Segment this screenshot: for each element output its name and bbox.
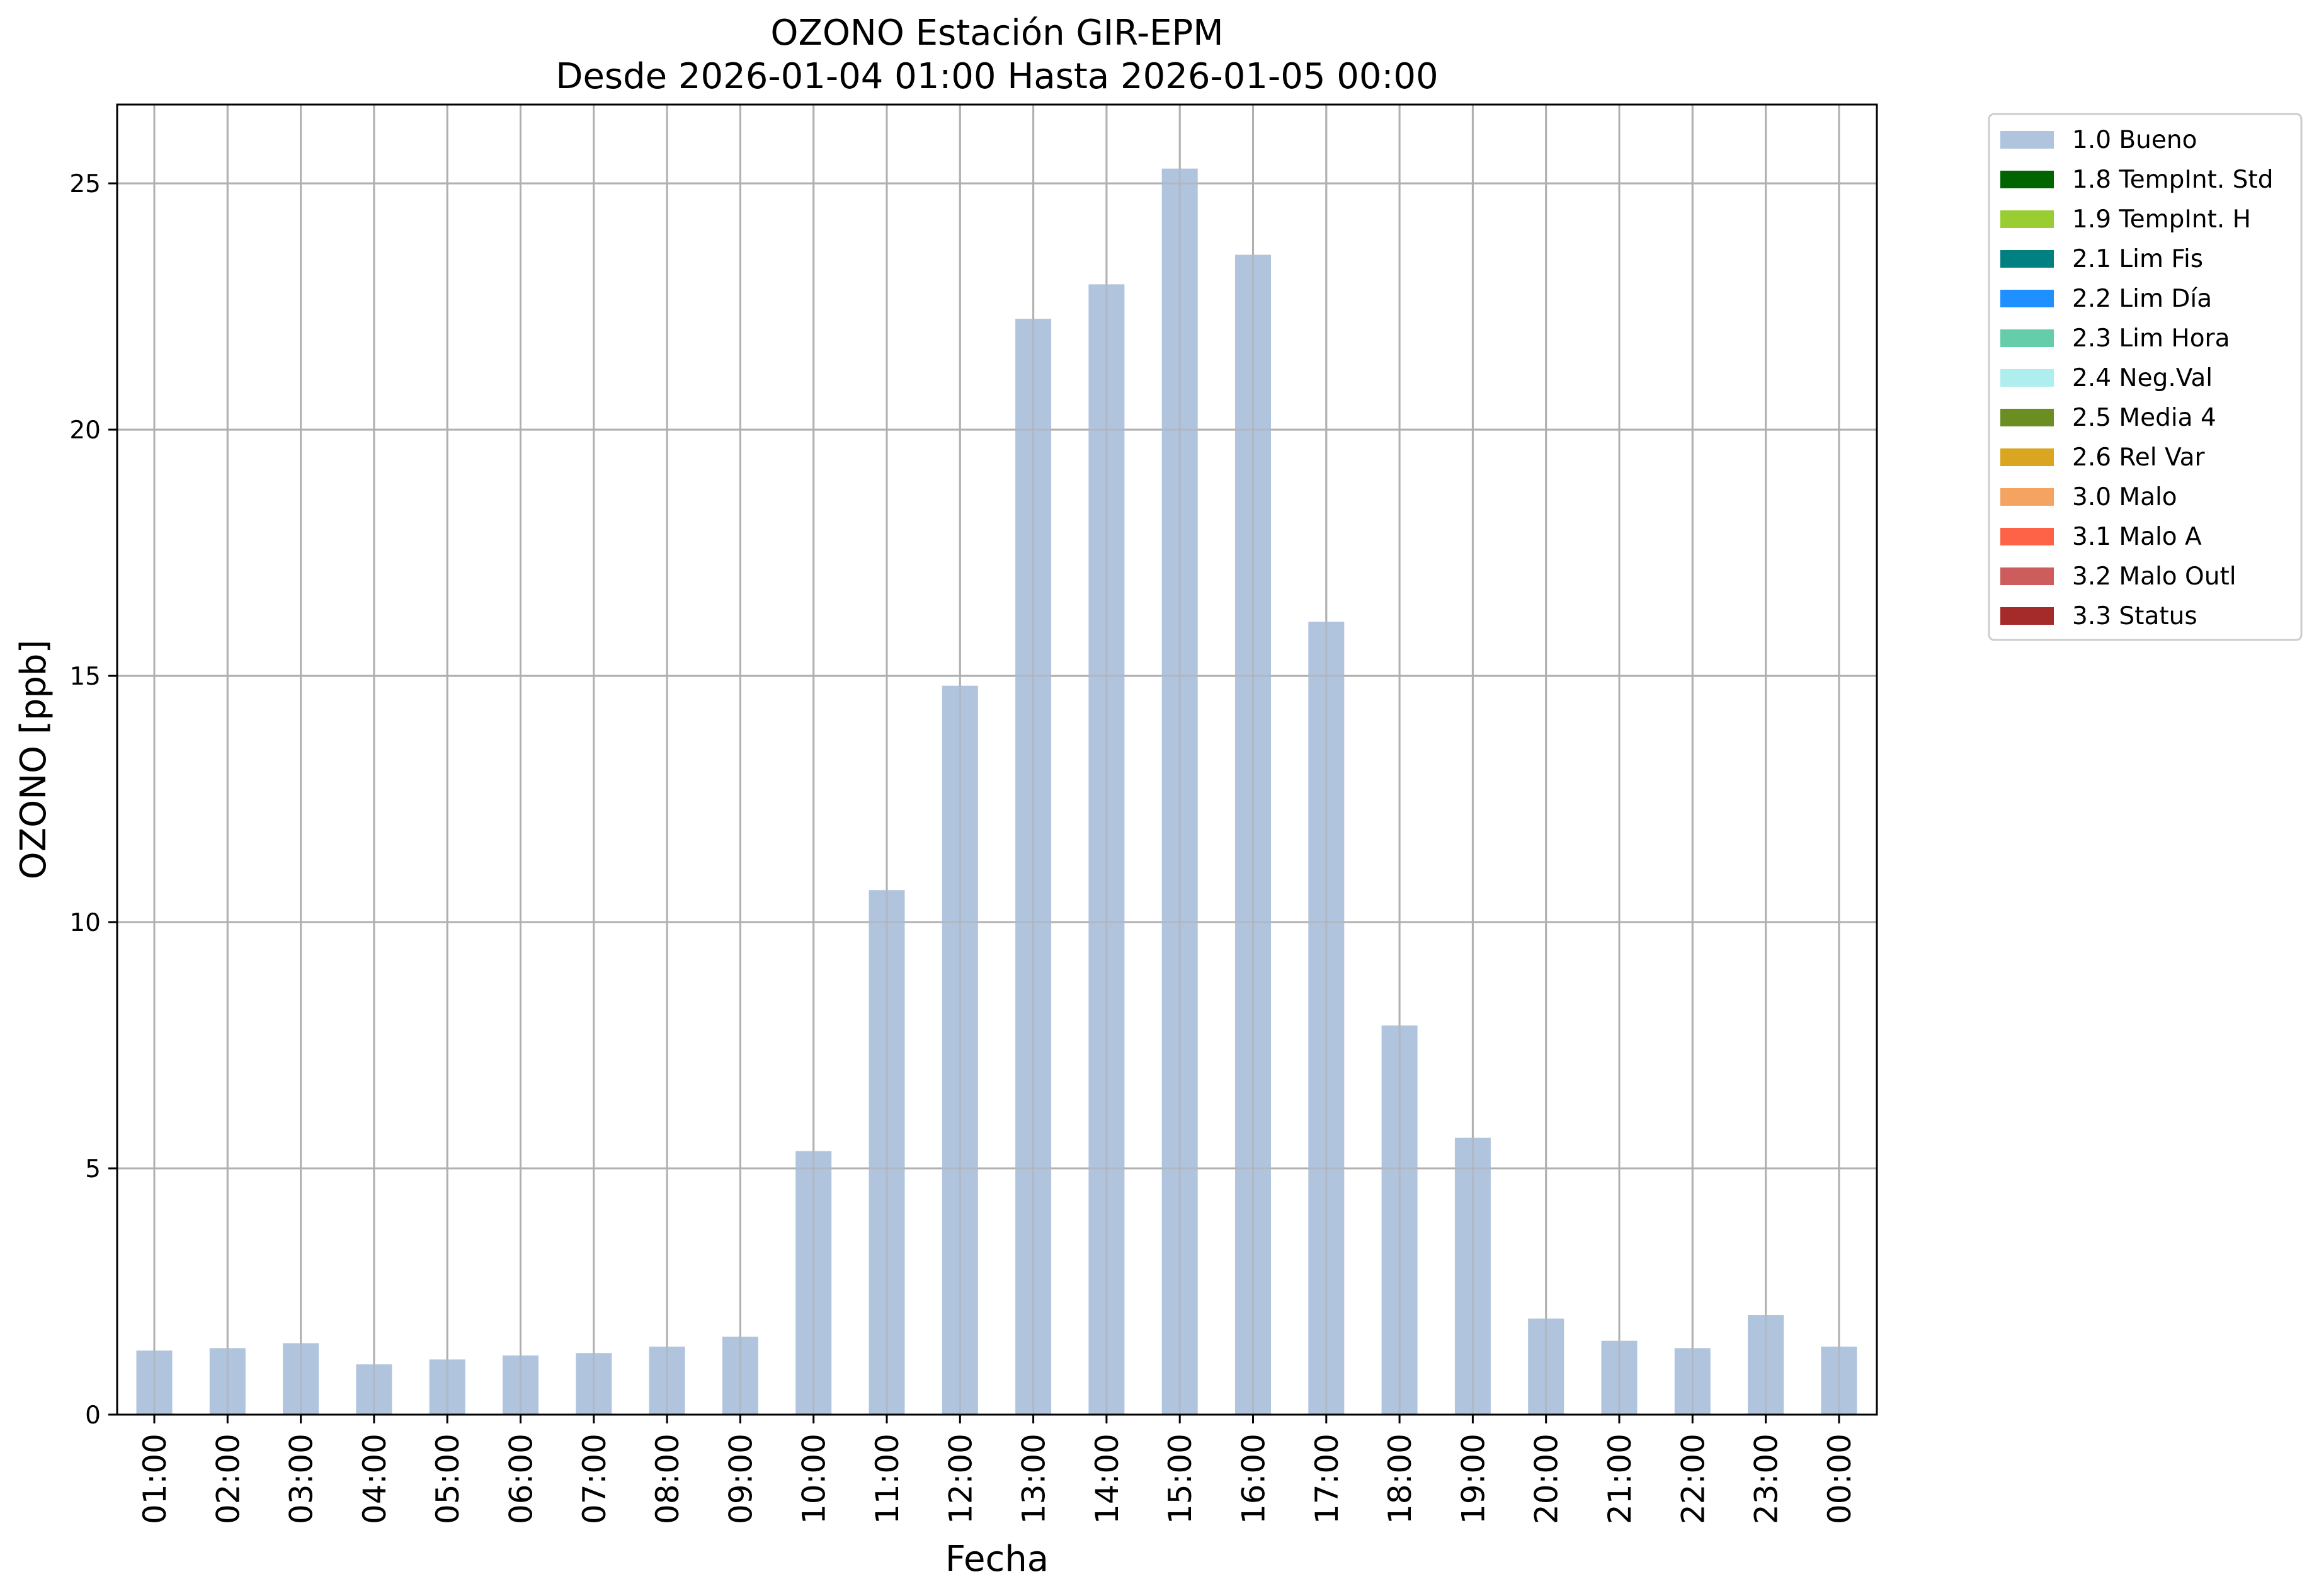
x-tick-label: 13:00	[1016, 1434, 1052, 1524]
legend-entry: 2.4 Neg.Val	[2072, 364, 2213, 392]
legend-swatch	[2000, 528, 2054, 545]
chart-subtitle: Desde 2026-01-04 01:00 Hasta 2026-01-05 …	[556, 56, 1438, 97]
legend-swatch	[2000, 488, 2054, 506]
x-tick-label: 23:00	[1748, 1434, 1785, 1524]
legend-entry: 3.2 Malo Outl	[2072, 562, 2236, 591]
legend-entry: 3.1 Malo A	[2072, 523, 2202, 551]
x-tick-label: 07:00	[576, 1434, 613, 1524]
x-tick-label: 04:00	[356, 1434, 393, 1524]
legend-entry: 1.9 TempInt. H	[2072, 205, 2251, 234]
x-tick-label: 12:00	[942, 1434, 979, 1524]
y-axis-label: OZONO [ppb]	[13, 640, 54, 880]
x-tick-label: 15:00	[1162, 1434, 1199, 1524]
x-tick-label: 10:00	[796, 1434, 833, 1524]
x-tick-label: 18:00	[1382, 1434, 1418, 1524]
x-tick-label: 11:00	[869, 1434, 906, 1524]
x-tick-label: 21:00	[1602, 1434, 1638, 1524]
x-tick-label: 02:00	[210, 1434, 246, 1524]
y-axis-ticks: 0 5 10 15 20 25	[69, 170, 117, 1430]
y-tick-label: 0	[85, 1401, 101, 1430]
x-axis-ticks: 01:00 02:00 03:00 04:00 05:00 06:00 07:00 08:00…	[137, 1415, 1858, 1524]
legend-swatch	[2000, 448, 2054, 466]
legend-entry: 1.0 Bueno	[2072, 126, 2197, 154]
legend-swatch	[2000, 369, 2054, 387]
legend-entry: 2.1 Lim Fis	[2072, 245, 2203, 273]
legend-swatch	[2000, 131, 2054, 149]
legend-entry: 2.3 Lim Hora	[2072, 324, 2230, 353]
plot-frame	[116, 103, 1878, 1416]
x-tick-label: 06:00	[503, 1434, 540, 1524]
x-tick-label: 00:00	[1821, 1434, 1858, 1524]
x-tick-label: 19:00	[1455, 1434, 1491, 1524]
legend: 1.0 Bueno 1.8 TempInt. Std 1.9 TempInt. H 2…	[1988, 113, 2303, 641]
x-tick-label: 01:00	[137, 1434, 173, 1524]
legend-entry: 1.8 TempInt. Std	[2072, 166, 2273, 194]
x-tick-label: 08:00	[649, 1434, 686, 1524]
legend-entry: 3.3 Status	[2072, 602, 2197, 630]
x-tick-label: 20:00	[1529, 1434, 1565, 1524]
x-tick-label: 03:00	[283, 1434, 320, 1524]
legend-entry: 2.6 Rel Var	[2072, 443, 2206, 472]
y-tick-label: 5	[85, 1155, 101, 1183]
x-tick-label: 05:00	[430, 1434, 466, 1524]
legend-swatch	[2000, 567, 2054, 585]
legend-swatch	[2000, 290, 2054, 307]
legend-entry: 2.5 Media 4	[2072, 404, 2216, 432]
vertical-gridlines-overlay	[153, 105, 1840, 1415]
legend-swatch	[2000, 210, 2054, 228]
legend-swatch	[2000, 409, 2054, 426]
x-tick-label: 16:00	[1236, 1434, 1272, 1524]
chart-title: OZONO Estación GIR-EPM	[770, 13, 1223, 54]
legend-box	[1988, 113, 2303, 641]
y-tick-label: 15	[69, 663, 101, 691]
y-tick-label: 20	[69, 416, 101, 445]
legend-swatch	[2000, 607, 2054, 625]
x-tick-label: 09:00	[722, 1434, 759, 1524]
x-axis-label: Fecha	[945, 1539, 1049, 1580]
x-tick-label: 17:00	[1309, 1434, 1345, 1524]
x-tick-label: 22:00	[1675, 1434, 1711, 1524]
legend-swatch	[2000, 329, 2054, 347]
legend-swatch	[2000, 250, 2054, 268]
legend-swatch	[2000, 171, 2054, 188]
x-tick-label: 14:00	[1089, 1434, 1125, 1524]
y-tick-label: 25	[69, 170, 101, 198]
y-tick-label: 10	[69, 909, 101, 937]
legend-entry: 2.2 Lim Día	[2072, 285, 2212, 313]
legend-entry: 3.0 Malo	[2072, 483, 2177, 511]
